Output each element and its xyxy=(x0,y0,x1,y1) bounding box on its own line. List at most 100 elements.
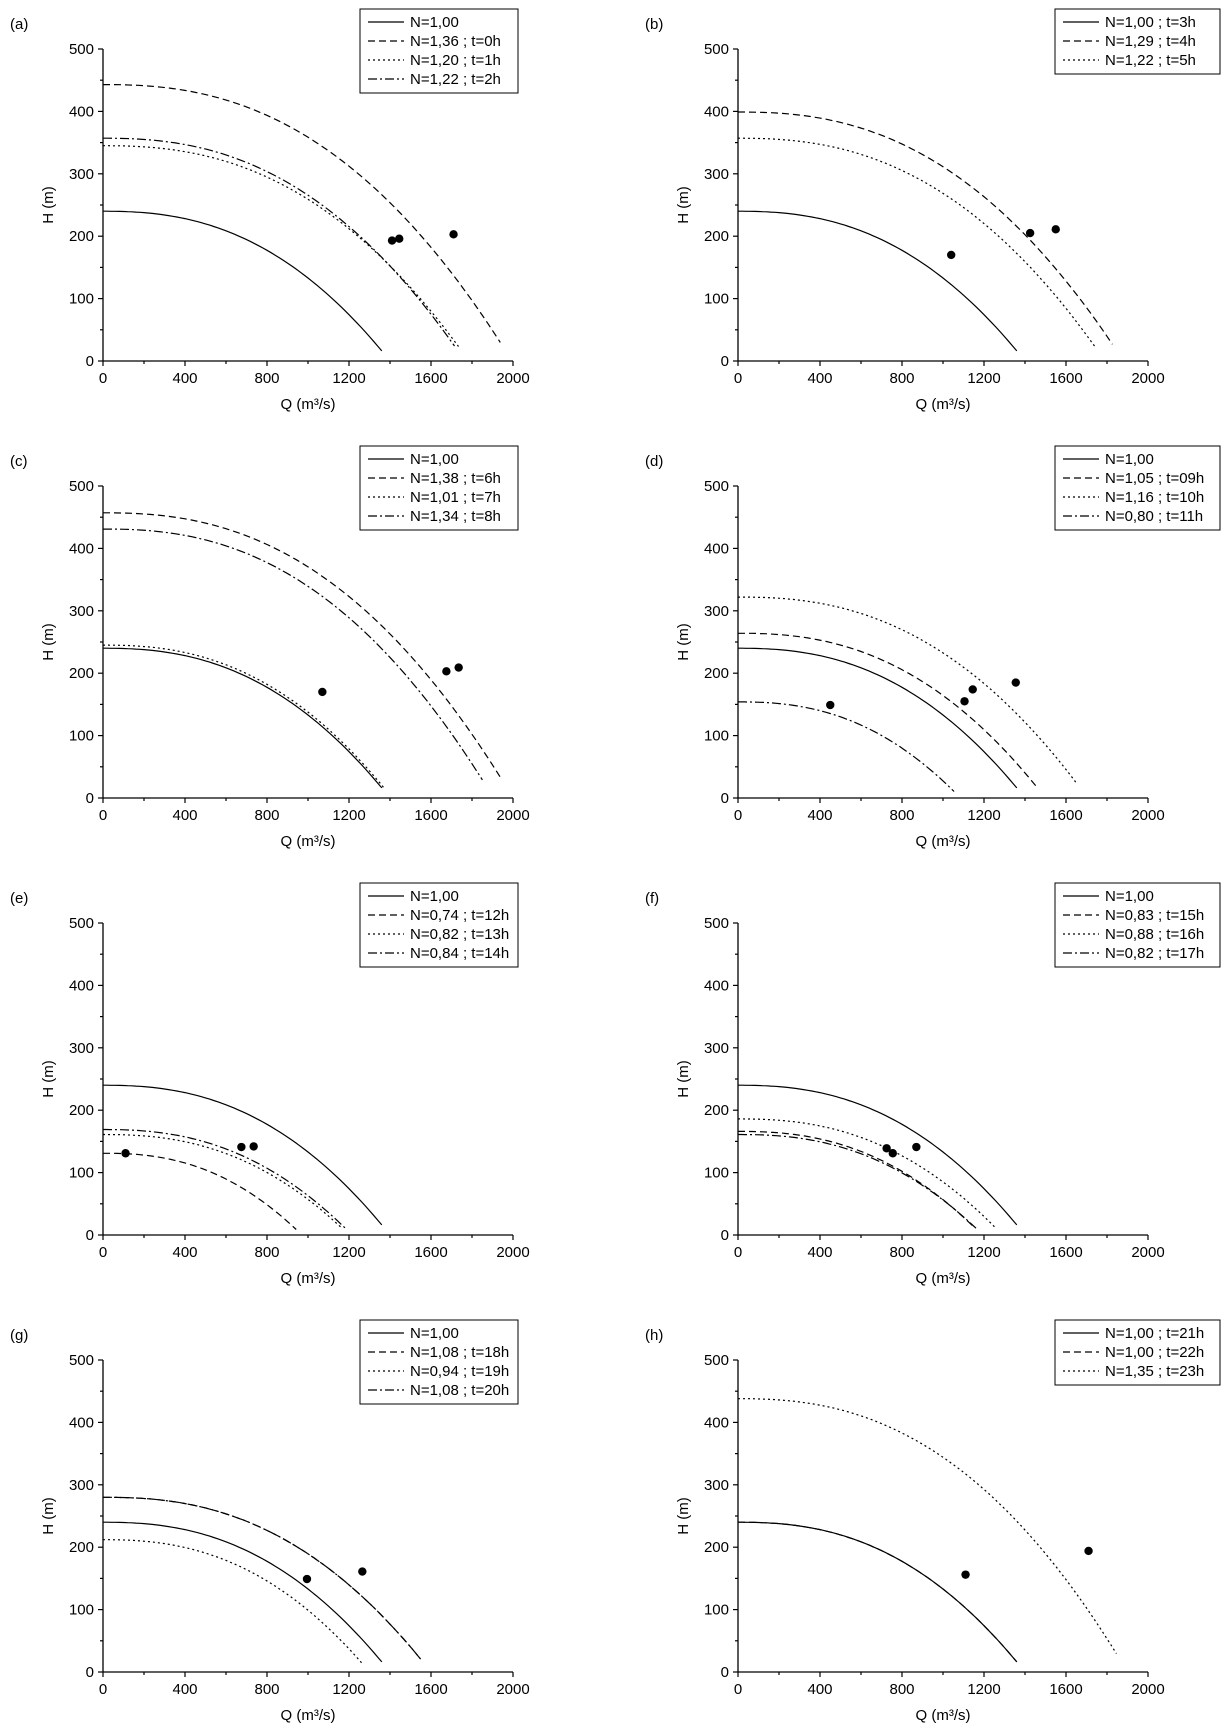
operating-point xyxy=(826,700,835,710)
y-tick-label: 300 xyxy=(69,1477,94,1494)
legend-entry: N=1,22 ; t=5h xyxy=(1105,52,1196,69)
series-curve xyxy=(738,647,1018,789)
operating-point xyxy=(454,663,463,672)
x-tick-label: 0 xyxy=(734,1681,742,1698)
x-tick-label: 400 xyxy=(807,370,832,387)
x-axis-title: Q (m³/s) xyxy=(916,1270,971,1287)
operating-point xyxy=(395,234,404,243)
y-tick-label: 300 xyxy=(704,603,729,620)
y-tick-label: 200 xyxy=(704,1102,729,1119)
x-tick-label: 1200 xyxy=(332,1244,365,1261)
operating-point xyxy=(449,230,458,239)
x-tick-label: 800 xyxy=(254,807,279,824)
y-axis-title: H (m) xyxy=(40,186,57,224)
operating-point xyxy=(358,1567,367,1576)
x-tick-label: 400 xyxy=(172,370,197,387)
y-tick-label: 100 xyxy=(704,728,729,745)
operating-point xyxy=(968,685,977,694)
x-axis-title: Q (m³/s) xyxy=(916,833,971,850)
y-tick-label: 400 xyxy=(704,540,729,557)
y-tick-label: 400 xyxy=(69,103,94,120)
y-tick-label: 100 xyxy=(704,1165,729,1182)
panel-label: (h) xyxy=(645,1327,663,1344)
y-tick-label: 300 xyxy=(704,1040,729,1057)
legend-entry: N=1,22 ; t=2h xyxy=(410,71,501,88)
y-tick-label: 500 xyxy=(69,478,94,495)
panel-label: (e) xyxy=(10,890,28,907)
series-curve xyxy=(103,210,383,352)
legend-entry: N=1,00 xyxy=(1105,888,1154,905)
legend-entry: N=1,08 ; t=20h xyxy=(410,1382,509,1399)
chart-panel: (g) 0 400 800 1200 1600 2000 0 100 200 300 400 500 Q … xyxy=(10,1319,530,1724)
x-tick-label: 800 xyxy=(889,1244,914,1261)
legend-entry: N=0,82 ; t=13h xyxy=(410,926,509,943)
x-tick-label: 400 xyxy=(807,1681,832,1698)
series-curve xyxy=(738,1521,1018,1663)
legend-entry: N=1,00 xyxy=(410,1325,459,1342)
operating-point xyxy=(237,1142,246,1152)
series-curve xyxy=(103,647,383,789)
x-tick-label: 1600 xyxy=(414,370,447,387)
x-tick-label: 2000 xyxy=(496,370,529,387)
x-tick-label: 2000 xyxy=(496,1681,529,1698)
operating-point xyxy=(121,1149,130,1158)
chart-panel: (c) 0 400 800 1200 1600 2000 0 100 200 300 400 500 Q … xyxy=(10,445,530,850)
y-tick-label: 300 xyxy=(704,1477,729,1494)
series-curve xyxy=(738,1084,1018,1226)
series-curve xyxy=(103,1133,343,1229)
series-curve xyxy=(738,1130,976,1229)
x-tick-label: 0 xyxy=(99,370,107,387)
x-tick-label: 2000 xyxy=(1131,1681,1164,1698)
x-tick-label: 800 xyxy=(254,1681,279,1698)
operating-point xyxy=(961,1570,970,1579)
operating-point xyxy=(249,1142,258,1151)
x-tick-label: 1200 xyxy=(332,1681,365,1698)
series-curve xyxy=(738,632,1038,788)
x-tick-label: 2000 xyxy=(496,1244,529,1261)
x-axis-title: Q (m³/s) xyxy=(916,396,971,413)
legend-entry: N=1,29 ; t=4h xyxy=(1105,33,1196,50)
series-curve xyxy=(103,512,502,780)
operating-point xyxy=(318,687,327,697)
series-curve xyxy=(103,1084,383,1226)
x-tick-label: 400 xyxy=(172,1244,197,1261)
x-tick-label: 1200 xyxy=(967,1244,1000,1261)
series-curve xyxy=(103,644,385,789)
legend-entry: N=1,00 xyxy=(1105,451,1154,468)
y-axis-title: H (m) xyxy=(40,623,57,661)
series-curve xyxy=(103,1152,297,1230)
x-tick-label: 800 xyxy=(889,807,914,824)
y-tick-label: 0 xyxy=(721,1227,729,1244)
legend-entry: N=1,00 ; t=3h xyxy=(1105,14,1196,31)
y-axis-title: H (m) xyxy=(675,623,692,661)
x-tick-label: 1600 xyxy=(1049,1244,1082,1261)
x-tick-label: 0 xyxy=(99,1681,107,1698)
y-tick-label: 400 xyxy=(704,103,729,120)
series-curve xyxy=(738,137,1095,347)
legend-entry: N=1,35 ; t=23h xyxy=(1105,1363,1204,1380)
x-tick-label: 2000 xyxy=(1131,807,1164,824)
y-tick-label: 400 xyxy=(69,540,94,557)
y-axis-title: H (m) xyxy=(675,1060,692,1098)
legend-entry: N=1,36 ; t=0h xyxy=(410,33,501,50)
y-tick-label: 400 xyxy=(69,977,94,994)
series-curve xyxy=(103,137,455,347)
series-curve xyxy=(738,210,1018,352)
y-tick-label: 200 xyxy=(704,1539,729,1556)
x-tick-label: 1200 xyxy=(967,807,1000,824)
y-axis-title: H (m) xyxy=(675,186,692,224)
x-tick-label: 0 xyxy=(734,1244,742,1261)
x-tick-label: 800 xyxy=(254,1244,279,1261)
legend-entry: N=0,74 ; t=12h xyxy=(410,907,509,924)
y-tick-label: 100 xyxy=(69,291,94,308)
x-tick-label: 2000 xyxy=(496,807,529,824)
legend-entry: N=1,00 ; t=22h xyxy=(1105,1344,1204,1361)
series-curve xyxy=(738,1521,1018,1663)
y-tick-label: 300 xyxy=(69,603,94,620)
chart-panel: (a) 0 400 800 1200 1600 2000 0 100 200 300 400 500 Q … xyxy=(10,8,530,413)
legend-entry: N=1,00 xyxy=(410,14,459,31)
panel-label: (f) xyxy=(645,890,659,907)
x-tick-label: 1600 xyxy=(414,807,447,824)
series-curve xyxy=(103,1521,383,1663)
